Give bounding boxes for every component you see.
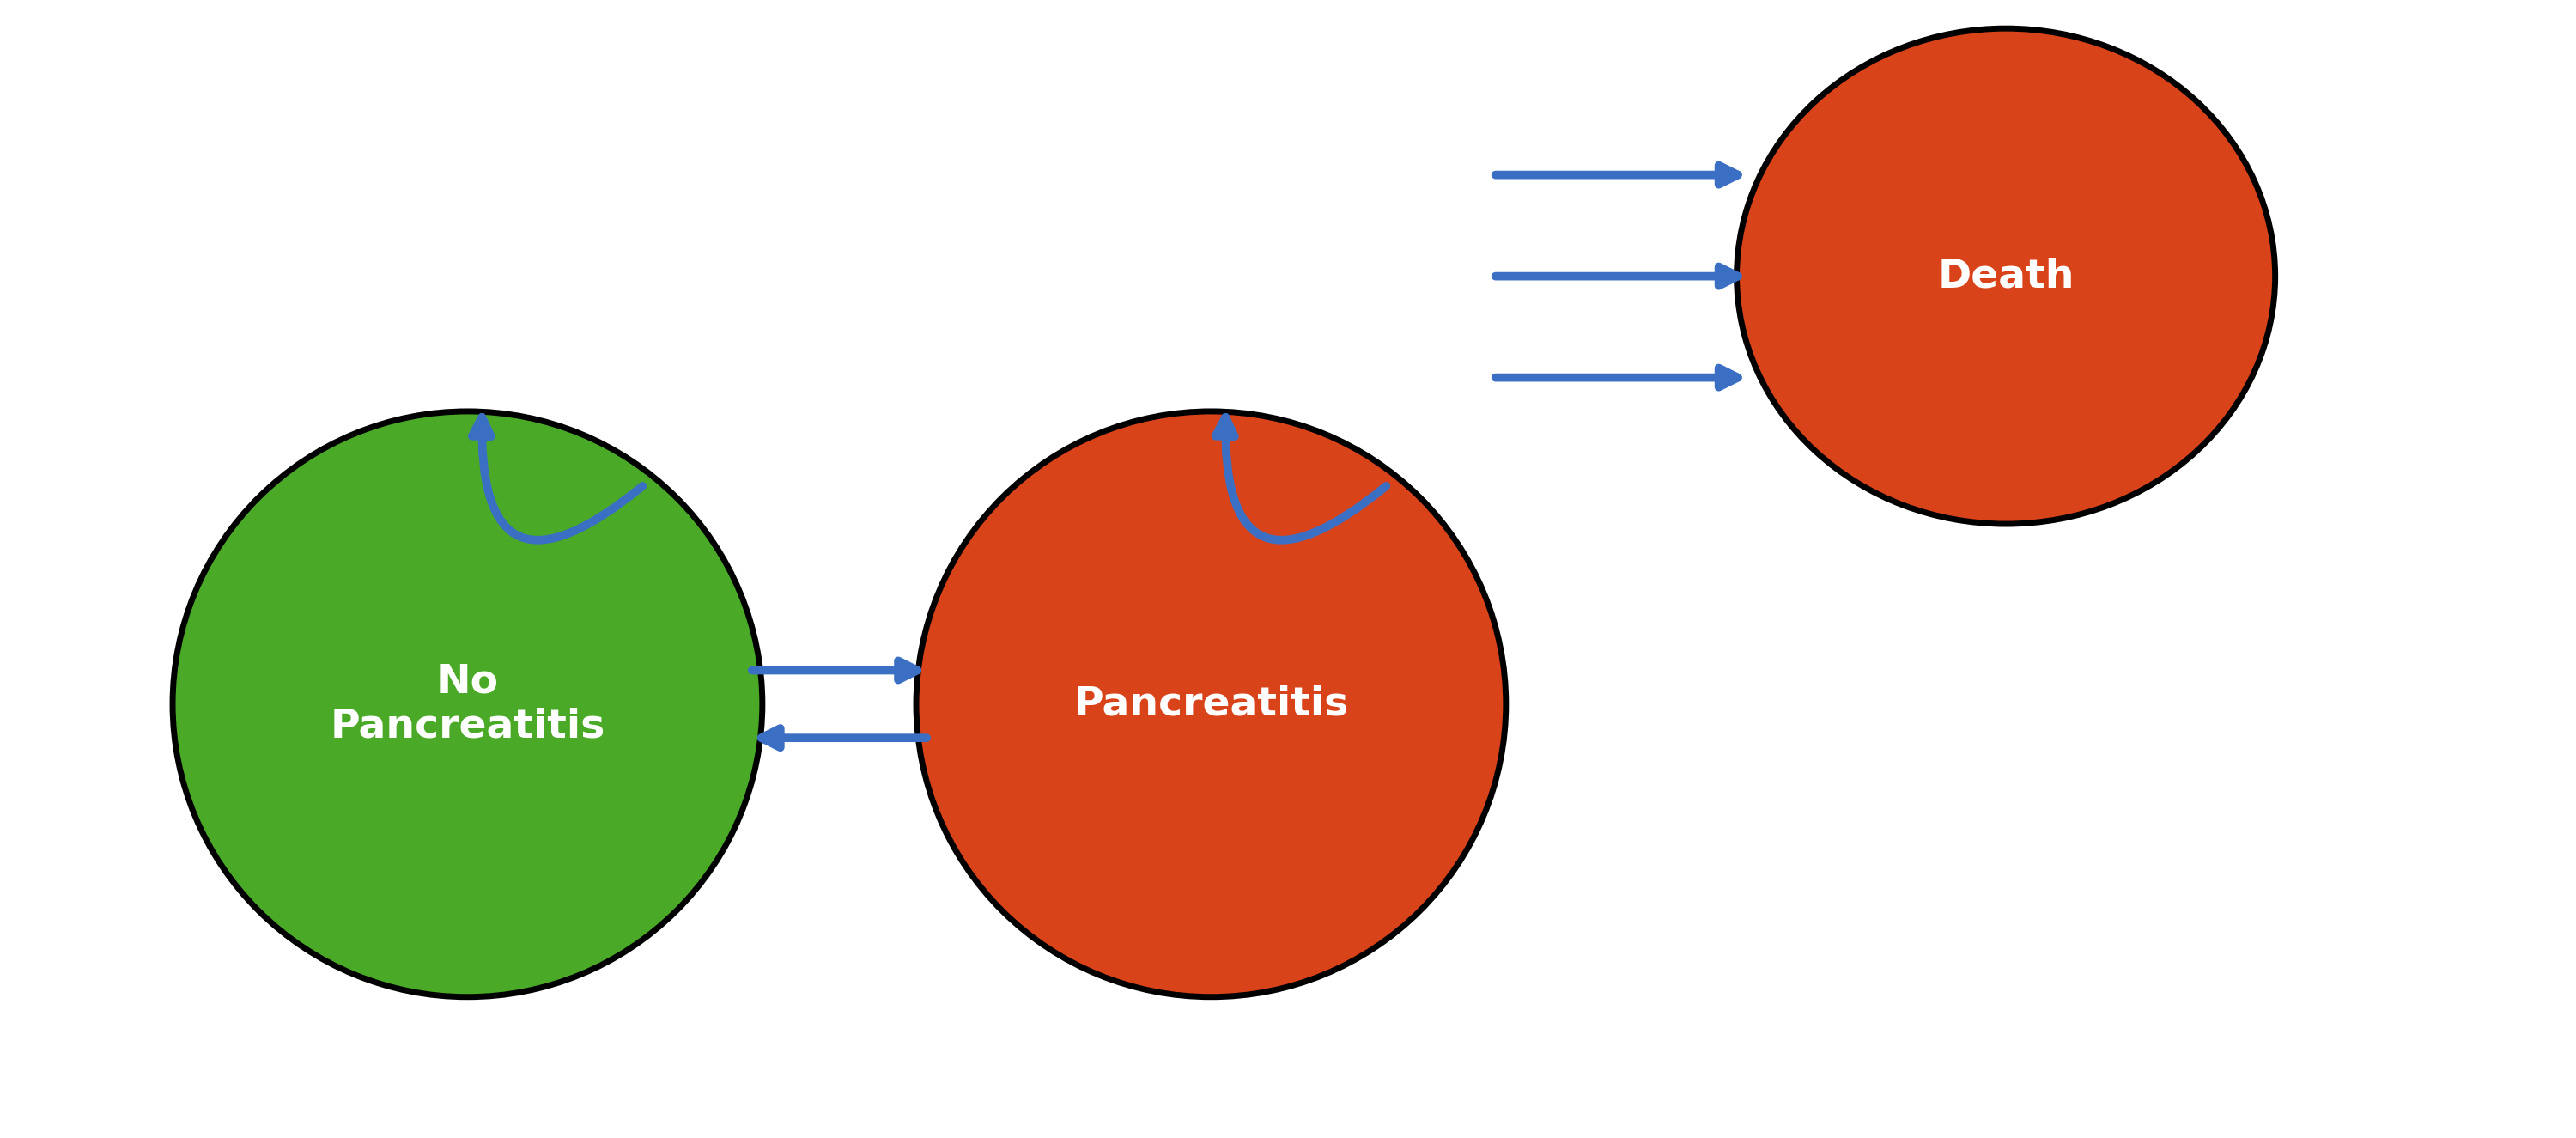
Text: No
Pancreatitis: No Pancreatitis [330,662,605,745]
Text: Death: Death [1937,257,2074,296]
Ellipse shape [917,411,1507,997]
Ellipse shape [1736,28,2275,523]
Text: Pancreatitis: Pancreatitis [1074,685,1350,724]
Ellipse shape [173,411,762,997]
